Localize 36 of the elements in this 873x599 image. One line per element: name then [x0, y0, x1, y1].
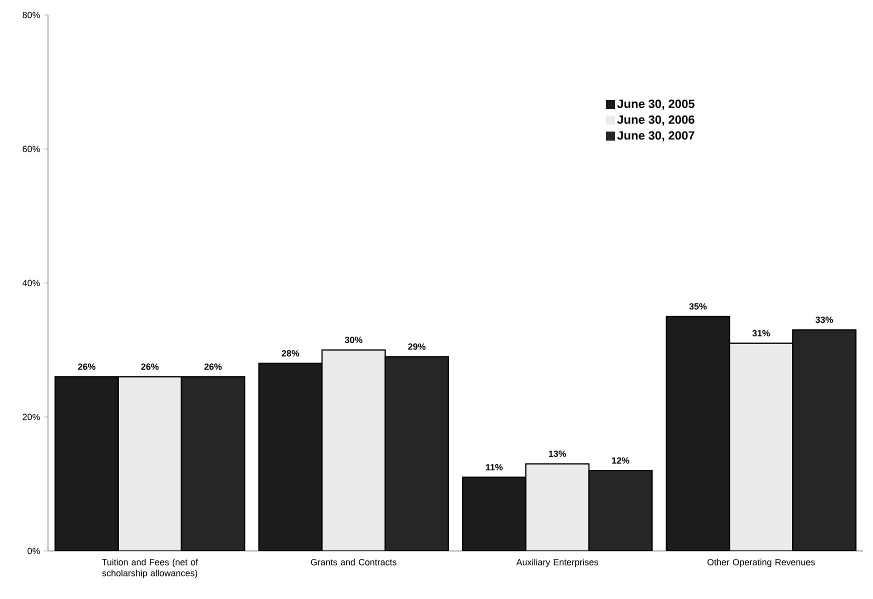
legend-label: June 30, 2007 — [617, 131, 694, 142]
x-tick-label: Other Operating Revenues — [707, 558, 815, 568]
bar — [462, 476, 526, 551]
y-tick-label: 0% — [28, 548, 40, 554]
bar — [525, 463, 590, 551]
x-tick-label: Auxiliary Enterprises — [516, 558, 598, 568]
x-tick-label: Tuition and Fees (net of scholarship allowances) — [102, 558, 198, 578]
data-label: 13% — [548, 450, 566, 457]
data-label: 26% — [204, 364, 222, 370]
y-tick-label: 40% — [22, 280, 40, 286]
bar — [666, 316, 730, 551]
bar — [180, 376, 246, 551]
bar — [384, 356, 449, 551]
data-label: 11% — [486, 464, 503, 470]
data-label: 26% — [141, 364, 159, 370]
data-label: 31% — [752, 330, 770, 336]
data-label: 29% — [408, 343, 426, 350]
bar — [321, 349, 386, 551]
data-label: 26% — [78, 364, 96, 370]
y-tick-label: 60% — [22, 146, 40, 152]
bar — [118, 376, 182, 551]
legend-label: June 30, 2005 — [617, 100, 694, 110]
bar — [258, 362, 323, 551]
x-tick-label: Grants and Contracts — [310, 558, 396, 566]
data-label: 30% — [344, 336, 362, 344]
data-label: 35% — [689, 303, 707, 310]
data-label: 33% — [816, 316, 834, 323]
bar — [728, 342, 794, 551]
bar — [588, 470, 653, 551]
y-tick-label: 80% — [22, 12, 40, 18]
y-tick-label: 20% — [22, 414, 40, 420]
bar — [54, 376, 119, 551]
data-label: 28% — [282, 350, 300, 356]
bar — [792, 329, 856, 551]
data-label: 12% — [612, 457, 630, 464]
legend-label: June 30, 2006 — [617, 115, 694, 126]
